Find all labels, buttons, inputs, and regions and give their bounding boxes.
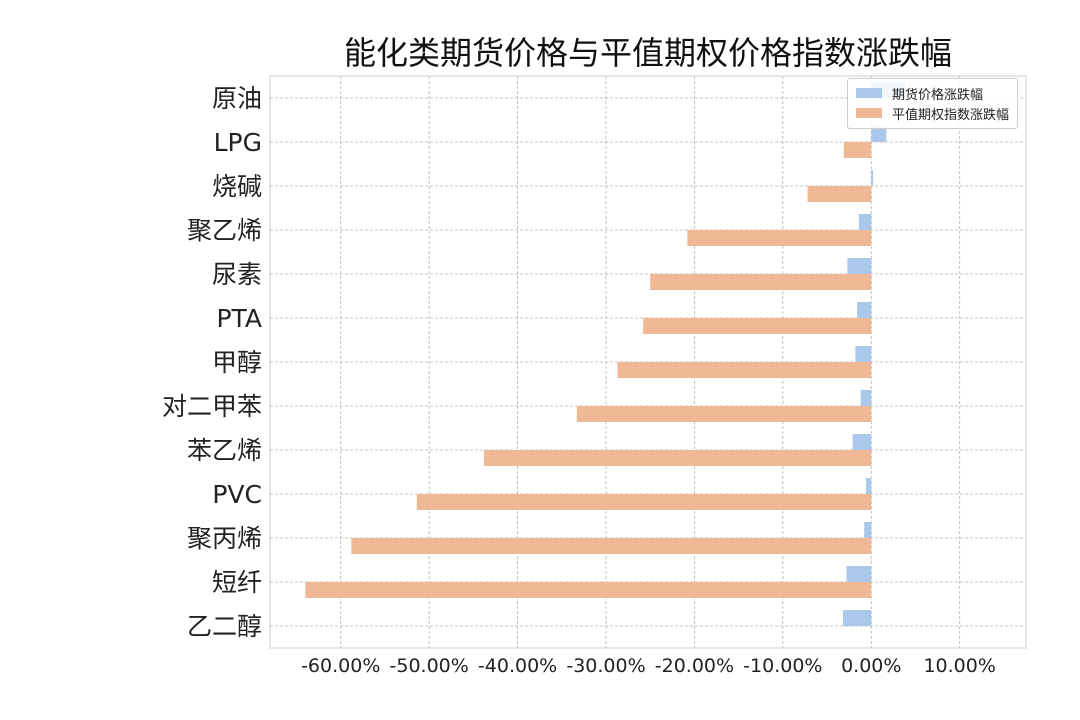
chart-legend: 期货价格涨跌幅 平值期权指数涨跌幅 [846, 78, 1018, 129]
bar-futures [847, 258, 872, 274]
y-tick-label: 烧碱 [212, 172, 262, 201]
y-tick-label: PTA [216, 304, 262, 333]
bar-futures [857, 302, 872, 318]
legend-item-futures: 期货价格涨跌幅 [855, 83, 1009, 103]
y-tick-label: LPG [214, 128, 262, 157]
plot-frame [269, 75, 1027, 649]
legend-swatch-futures [855, 88, 882, 98]
x-tick-label: -40.00% [478, 655, 557, 677]
y-tick-label: 乙二醇 [187, 612, 262, 641]
y-tick-label: PVC [212, 480, 262, 509]
y-tick-label: 聚乙烯 [187, 216, 262, 245]
x-tick-label: -20.00% [655, 655, 734, 677]
bar-futures [871, 126, 887, 142]
bar-futures [846, 566, 872, 582]
bar-options [687, 230, 872, 246]
legend-label-futures: 期货价格涨跌幅 [891, 87, 983, 103]
legend-label-options: 平值期权指数涨跌幅 [891, 107, 1009, 123]
bar-futures [858, 214, 872, 230]
y-tick-label: 原油 [212, 84, 262, 113]
chart-title: 能化类期货价格与平值期权价格指数涨跌幅 [343, 34, 952, 72]
legend-swatch-options [855, 108, 882, 118]
bar-futures [842, 610, 872, 626]
bar-options [305, 582, 872, 598]
bar-options [483, 450, 872, 466]
bar-options [807, 186, 872, 202]
bar-futures [860, 390, 872, 406]
bar-futures [864, 522, 872, 538]
bar-futures [865, 478, 872, 494]
bar-options [416, 494, 872, 510]
y-tick-label: 短纤 [212, 568, 262, 597]
x-tick-label: -30.00% [566, 655, 645, 677]
y-tick-label: 对二甲苯 [162, 392, 262, 421]
x-tick-label: -50.00% [390, 655, 469, 677]
x-tick-label: 10.00% [923, 655, 995, 677]
bar-futures [871, 170, 874, 186]
bar-options [617, 362, 872, 378]
bar-options [576, 406, 872, 422]
bar-options [650, 274, 872, 290]
y-tick-label: 聚丙烯 [187, 524, 262, 553]
bar-options [351, 538, 872, 554]
x-tick-label: 0.00% [841, 655, 901, 677]
bar-futures [852, 434, 872, 450]
legend-item-options: 平值期权指数涨跌幅 [855, 103, 1009, 123]
bar-options [643, 318, 872, 334]
y-tick-label: 苯乙烯 [187, 436, 262, 465]
bar-futures [855, 346, 872, 362]
bar-options [843, 142, 872, 158]
y-tick-label: 尿素 [212, 260, 262, 289]
y-tick-label: 甲醇 [212, 348, 262, 377]
x-tick-label: -60.00% [301, 655, 380, 677]
x-tick-label: -10.00% [743, 655, 822, 677]
